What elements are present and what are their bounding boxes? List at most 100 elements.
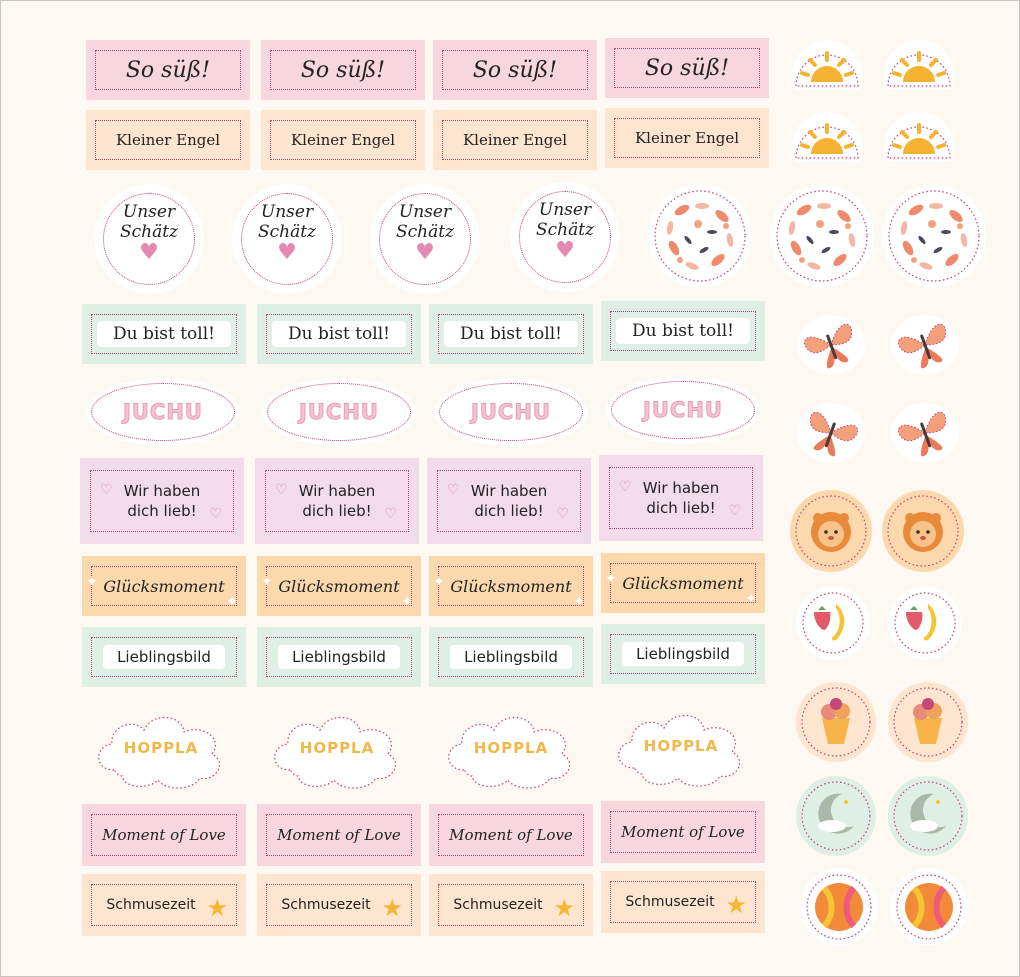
floral-wreath-icon — [774, 188, 870, 284]
sticker-wir-haben-dich-lieb: Wir haben dich lieb! ♡ ♡ — [599, 455, 763, 541]
sticker-label: Lieblingsbild — [278, 645, 400, 669]
sticker-label: Kleiner Engel — [290, 131, 396, 149]
sticker-kleiner-engel: Kleiner Engel — [605, 108, 769, 168]
sticker-label: Kleiner Engel — [634, 129, 740, 147]
sticker-label: Lieblingsbild — [622, 642, 744, 666]
star-icon: ✦ — [401, 594, 413, 610]
sticker-juchu: JUCHU — [86, 378, 240, 446]
sticker-label: Du bist toll! — [271, 321, 407, 347]
sticker-label-line2: dich lieb! — [646, 499, 716, 517]
sticker-label: HOPPLA — [643, 737, 719, 755]
sticker-juchu: JUCHU — [434, 378, 588, 446]
sticker-lieblingsbild: Lieblingsbild — [429, 627, 593, 687]
floral-wreath-icon — [886, 188, 982, 284]
star-icon: ★ — [553, 894, 575, 922]
sticker-schmusezeit: Schmusezeit ★ — [429, 874, 593, 936]
sticker-label: Schmusezeit — [281, 897, 371, 913]
floral-wreath-icon — [652, 188, 748, 284]
sticker-so-suess: So süß! — [433, 40, 597, 100]
sticker-hoppla: HOPPLA — [604, 698, 758, 794]
sticker-label-line2: Schätz — [535, 220, 595, 240]
heart-icon: ♡ — [275, 482, 288, 498]
sticker-so-suess: So süß! — [86, 40, 250, 100]
sticker-label: Lieblingsbild — [450, 645, 572, 669]
sticker-du-bist-toll: Du bist toll! — [429, 304, 593, 364]
moon-icon — [796, 776, 876, 856]
sticker-gluecksmoment: Glücksmoment ✦ ✦ — [601, 553, 765, 613]
sticker-label-line2: Schätz — [119, 222, 179, 242]
sticker-gluecksmoment: Glücksmoment ✦ ✦ — [82, 556, 246, 616]
sticker-label-line1: Unser — [398, 202, 452, 222]
star-icon: ★ — [725, 891, 747, 919]
sticker-label-line1: Wir haben — [642, 479, 720, 497]
heart-icon: ♡ — [209, 506, 222, 522]
butterfly-icon — [888, 312, 962, 378]
star-icon: ✦ — [261, 574, 273, 590]
sticker-label-line1: Unser — [260, 202, 314, 222]
lion-icon — [790, 490, 872, 572]
sticker-schmusezeit: Schmusezeit ★ — [601, 871, 765, 933]
sticker-schmusezeit: Schmusezeit ★ — [257, 874, 421, 936]
sticker-label: Kleiner Engel — [115, 131, 221, 149]
sticker-label: So süß! — [644, 55, 730, 81]
ball-icon — [894, 872, 964, 942]
sticker-label: HOPPLA — [473, 739, 549, 757]
sticker-label-line1: Wir haben — [470, 482, 548, 500]
sticker-wir-haben-dich-lieb: Wir haben dich lieb! ♡ ♡ — [255, 458, 419, 544]
sticker-label: HOPPLA — [123, 739, 199, 757]
sticker-label: Du bist toll! — [96, 321, 232, 347]
ball-icon — [804, 872, 874, 942]
ice-cream-icon — [796, 682, 876, 762]
star-icon: ✦ — [745, 591, 757, 607]
sticker-label: So süß! — [300, 57, 386, 83]
sticker-lieblingsbild: Lieblingsbild — [601, 624, 765, 684]
sticker-label-line1: Wir haben — [123, 482, 201, 500]
sticker-label-line1: Unser — [122, 202, 176, 222]
sticker-label: JUCHU — [471, 400, 551, 425]
sticker-kleiner-engel: Kleiner Engel — [433, 110, 597, 170]
heart-icon: ♡ — [100, 482, 113, 498]
sticker-label: Schmusezeit — [453, 897, 543, 913]
sticker-label: Lieblingsbild — [103, 645, 225, 669]
sticker-label: HOPPLA — [299, 739, 375, 757]
heart-icon: ♥ — [415, 240, 435, 265]
sticker-label: Glücksmoment — [622, 573, 744, 593]
sticker-gluecksmoment: Glücksmoment ✦ ✦ — [429, 556, 593, 616]
sun-icon — [884, 112, 954, 162]
sticker-juchu: JUCHU — [606, 376, 760, 444]
moon-icon — [888, 776, 968, 856]
sticker-label: Moment of Love — [102, 826, 226, 844]
butterfly-icon — [888, 400, 962, 466]
sticker-label: Du bist toll! — [443, 321, 579, 347]
sticker-label-line2: Schätz — [257, 222, 317, 242]
sticker-unser-schatz: Unser Schätz ♥ — [236, 188, 338, 290]
sticker-label: JUCHU — [123, 400, 203, 425]
heart-icon: ♡ — [447, 482, 460, 498]
sticker-hoppla: HOPPLA — [260, 700, 414, 796]
sticker-label: Schmusezeit — [106, 897, 196, 913]
star-icon: ✦ — [226, 594, 238, 610]
sticker-label-line1: Wir haben — [298, 482, 376, 500]
star-icon: ✦ — [573, 594, 585, 610]
sticker-label: JUCHU — [299, 400, 379, 425]
sticker-label: JUCHU — [643, 398, 723, 423]
sticker-gluecksmoment: Glücksmoment ✦ ✦ — [257, 556, 421, 616]
sticker-label: Glücksmoment — [278, 576, 400, 596]
sticker-label-line2: Schätz — [395, 222, 455, 242]
sticker-moment-of-love: Moment of Love — [257, 804, 421, 866]
star-icon: ✦ — [86, 574, 98, 590]
butterfly-icon — [794, 400, 868, 466]
sticker-unser-schatz: Unser Schätz ♥ — [514, 186, 616, 288]
sticker-wir-haben-dich-lieb: Wir haben dich lieb! ♡ ♡ — [80, 458, 244, 544]
sticker-unser-schatz: Unser Schätz ♥ — [98, 188, 200, 290]
heart-icon: ♥ — [555, 238, 575, 263]
heart-icon: ♥ — [139, 240, 159, 265]
sticker-label: Du bist toll! — [615, 318, 751, 344]
sticker-kleiner-engel: Kleiner Engel — [86, 110, 250, 170]
sticker-moment-of-love: Moment of Love — [429, 804, 593, 866]
heart-icon: ♡ — [728, 503, 741, 519]
sticker-label-line2: dich lieb! — [302, 502, 372, 520]
sticker-label: So süß! — [472, 57, 558, 83]
heart-icon: ♡ — [384, 506, 397, 522]
lion-icon — [882, 490, 964, 572]
